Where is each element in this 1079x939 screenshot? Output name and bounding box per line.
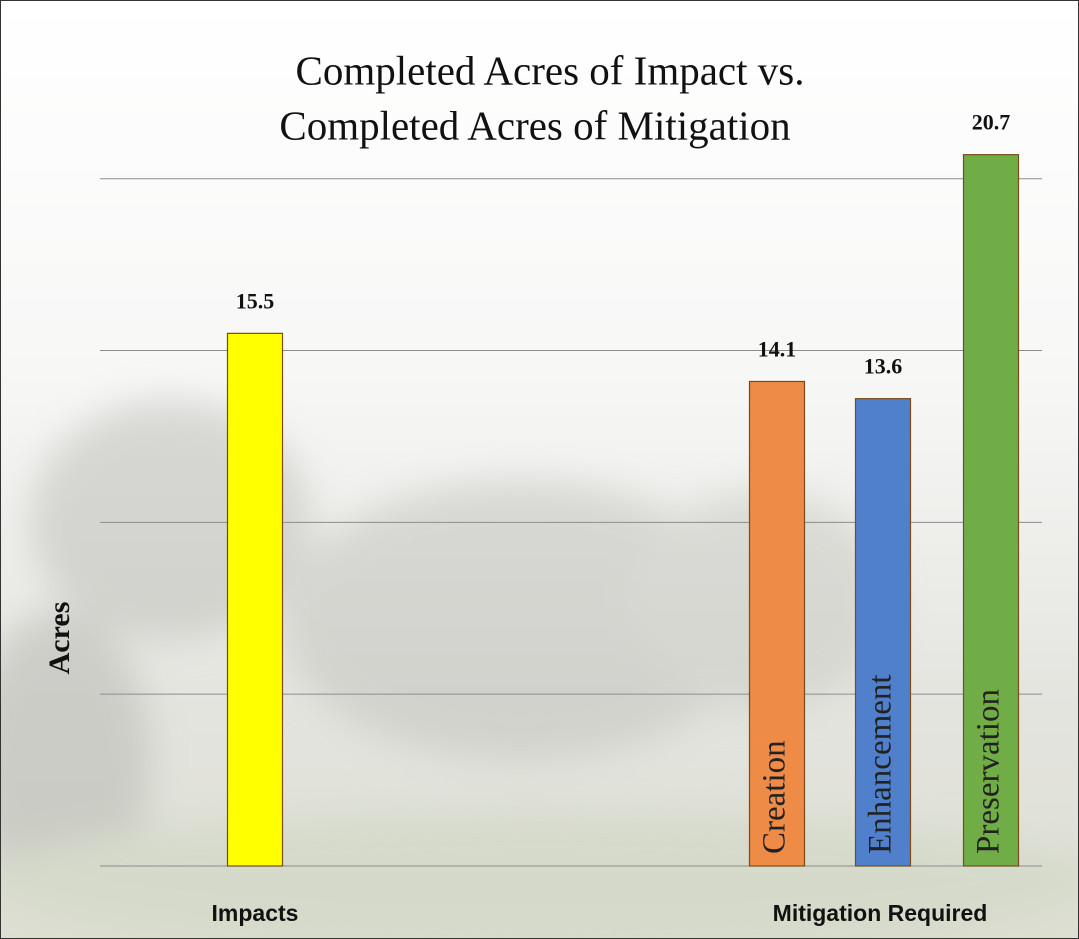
x-group-label: Mitigation Required (773, 900, 988, 926)
bar-name: Enhancement (863, 674, 899, 854)
data-label: 13.6 (864, 354, 903, 379)
x-group-label: Impacts (212, 900, 299, 926)
chart-title: Completed Acres of Mitigation (279, 102, 790, 148)
chart: Completed Acres of Impact vs. Completed … (0, 0, 1079, 939)
bar (228, 333, 283, 866)
data-label: 14.1 (758, 337, 797, 362)
chart-title: Completed Acres of Impact vs. (296, 47, 805, 93)
y-axis-label: Acres (43, 602, 76, 675)
bar-name: Preservation (971, 689, 1007, 854)
data-label: 20.7 (972, 110, 1011, 135)
data-label: 15.5 (236, 288, 275, 313)
bar-name: Creation (757, 740, 793, 854)
